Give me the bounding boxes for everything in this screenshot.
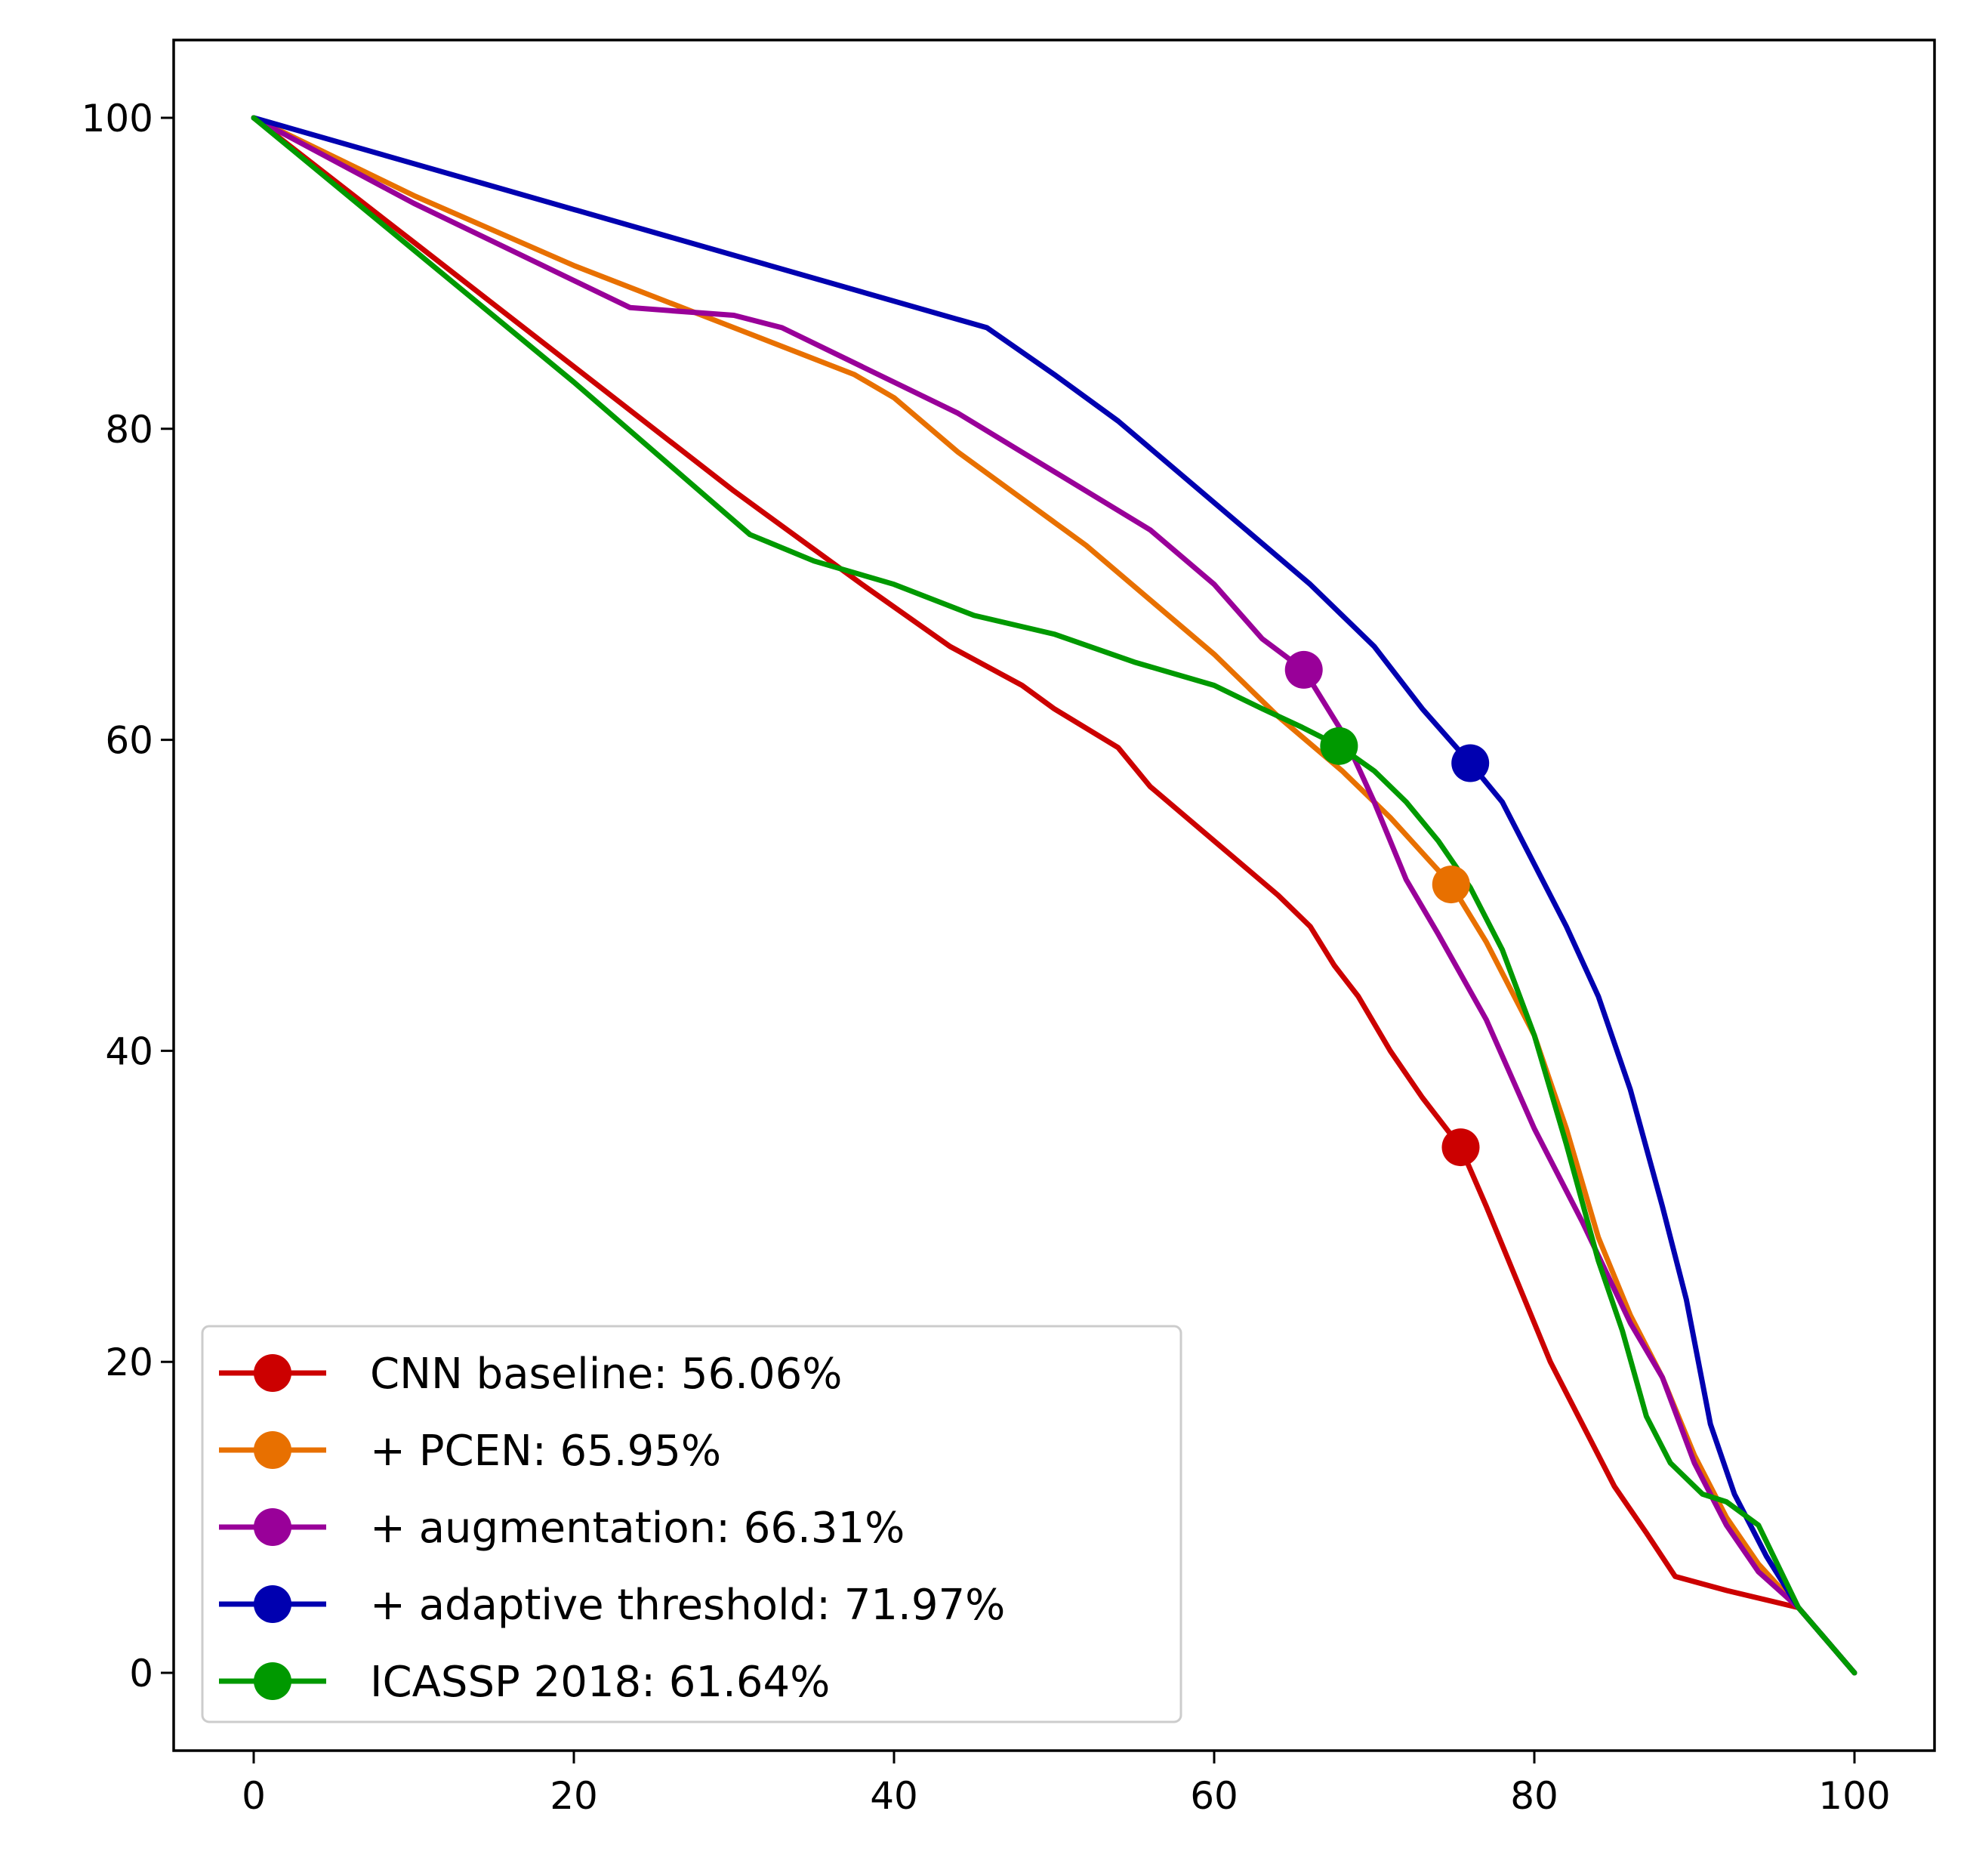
legend-marker-swatch: [254, 1354, 291, 1392]
series-line-1: [251, 115, 1857, 1676]
legend-frame: [201, 1325, 1182, 1723]
y-tick-label: 0: [129, 1652, 153, 1695]
plot-lines: [251, 115, 1857, 1676]
legend-label: ICASSP 2018: 61.64%: [370, 1658, 830, 1707]
y-tick-label: 100: [82, 97, 153, 140]
x-tick-label: 60: [1190, 1774, 1238, 1818]
legend-label: + PCEN: 65.95%: [370, 1427, 721, 1476]
legend-marker-swatch: [254, 1585, 291, 1623]
legend-marker-swatch: [254, 1662, 291, 1700]
legend-marker-swatch: [254, 1431, 291, 1469]
y-tick-label: 80: [105, 408, 153, 452]
series-marker-1: [1441, 1128, 1480, 1167]
series-marker-3: [1284, 650, 1323, 689]
legend: CNN baseline: 56.06% + PCEN: 65.95% + augm…: [201, 1325, 1182, 1723]
series-marker-5: [1320, 727, 1358, 765]
legend-entry: + adaptive threshold: 71.97%: [219, 1581, 1005, 1630]
legend-label: + adaptive threshold: 71.97%: [370, 1581, 1005, 1630]
axes-frame: [172, 39, 1936, 1752]
y-tick-label: 20: [105, 1341, 153, 1384]
x-tick-label: 80: [1510, 1774, 1558, 1818]
legend-label: CNN baseline: 56.06%: [370, 1350, 842, 1399]
series-marker-2: [1432, 865, 1470, 904]
legend-marker-swatch: [254, 1508, 291, 1546]
x-tick-label: 100: [1818, 1774, 1890, 1818]
legend-entry: + augmentation: 66.31%: [219, 1504, 905, 1553]
y-tick-label: 40: [105, 1029, 153, 1073]
y-tick-label: 60: [105, 719, 153, 763]
series-line-4: [251, 115, 1857, 1676]
x-tick-label: 0: [242, 1774, 266, 1818]
legend-entry: CNN baseline: 56.06%: [219, 1350, 842, 1399]
x-tick-label: 40: [870, 1774, 918, 1818]
series-line-5: [251, 115, 1857, 1676]
legend-entry: ICASSP 2018: 61.64%: [219, 1658, 830, 1707]
legend-label: + augmentation: 66.31%: [370, 1504, 905, 1553]
series-marker-4: [1451, 744, 1490, 782]
y-axis: 0 20 40 60 80 100: [82, 97, 174, 1695]
x-axis: 0 20 40 60 80 100: [242, 1751, 1891, 1818]
x-tick-label: 20: [550, 1774, 598, 1818]
legend-entry: + PCEN: 65.95%: [219, 1427, 721, 1476]
